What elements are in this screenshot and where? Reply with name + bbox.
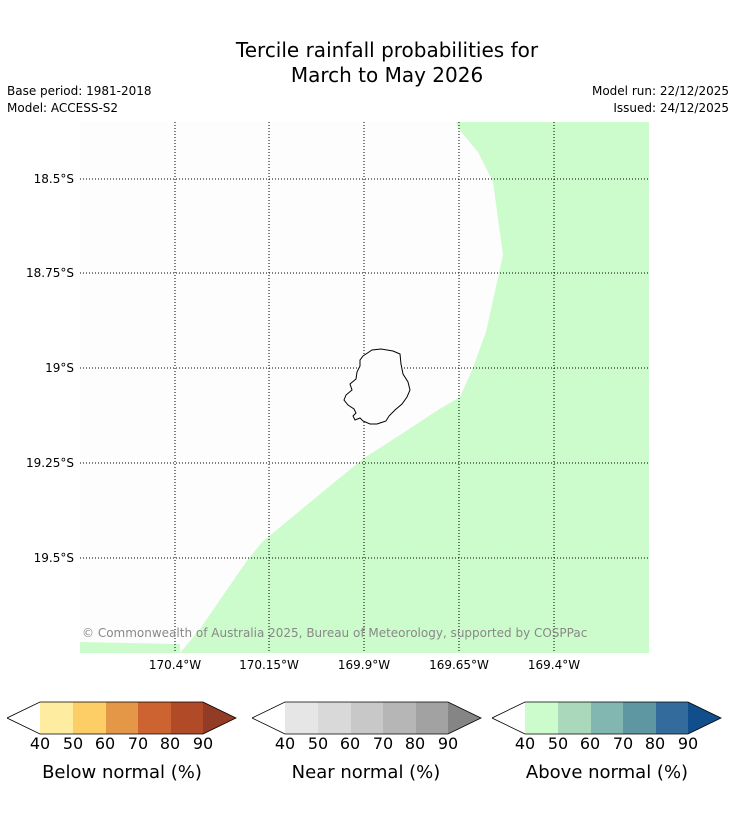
chart-title: Tercile rainfall probabilities for March… [0,38,736,88]
lat-label-19-25: 19.25°S [26,456,74,470]
lon-label-169-65: 169.65°W [429,658,489,672]
tick-70: 70 [127,734,149,753]
colorbar-swatch [351,702,383,734]
lat-label-18-5: 18.5°S [33,172,74,186]
tick-50: 50 [547,734,569,753]
lon-label-170-4: 170.4°W [148,658,202,672]
tick-40: 40 [514,734,536,753]
tick-90: 90 [437,734,459,753]
colorbar-swatch [656,702,688,734]
colorbar-swatch [252,702,285,734]
meta-right: Model run: 22/12/2025 Issued: 24/12/2025 [592,83,729,117]
legend-above-normal: 40 50 60 70 80 90 Above normal (%) [492,700,722,800]
colorbar-swatch [138,702,171,734]
meta-left: Base period: 1981-2018 Model: ACCESS-S2 [7,83,152,117]
tick-80: 80 [404,734,426,753]
model-run: Model run: 22/12/2025 [591,84,729,98]
colorbar-outline [492,701,722,735]
tick-40: 40 [29,734,51,753]
lon-label-170-15: 170.15°W [239,658,299,672]
map-panel: © Commonwealth of Australia 2025, Bureau… [80,122,649,653]
colorbar-swatch [525,702,558,734]
tick-60: 60 [339,734,361,753]
issued-date: Issued: 24/12/2025 [613,101,729,115]
tick-70: 70 [372,734,394,753]
colorbar-swatch [623,702,656,734]
colorbar-swatch [171,702,203,734]
colorbar-outline [7,701,237,735]
colorbar-swatch [73,702,106,734]
tick-60: 60 [579,734,601,753]
colorbar-swatch [558,702,591,734]
legend-near-normal: 40 50 60 70 80 90 Near normal (%) [252,700,482,800]
colorbar-swatch [383,702,416,734]
colorbar-outline [252,701,482,735]
tick-80: 80 [644,734,666,753]
lon-label-169-4: 169.4°W [527,658,581,672]
tick-90: 90 [677,734,699,753]
copyright-notice: © Commonwealth of Australia 2025, Bureau… [82,626,588,640]
colorbar-swatch [40,702,73,734]
tick-90: 90 [192,734,214,753]
legend-below-normal: 40 50 60 70 80 90 Below normal (%) [7,700,237,800]
above-normal-shaded-area [80,122,649,653]
colorbar-swatch [203,702,236,734]
tick-80: 80 [159,734,181,753]
legend-label-near: Near normal (%) [291,762,441,783]
tick-50: 50 [62,734,84,753]
title-line-2: March to May 2026 [290,63,484,87]
colorbar-swatch [7,702,40,734]
tick-60: 60 [94,734,116,753]
colorbar-below-normal [7,701,237,735]
colorbar-swatch [448,702,481,734]
tick-50: 50 [307,734,329,753]
model-name: Model: ACCESS-S2 [7,101,119,115]
tick-70: 70 [612,734,634,753]
tick-40: 40 [274,734,296,753]
island-outline [343,348,411,425]
lat-label-19-5: 19.5°S [33,551,74,565]
title-line-1: Tercile rainfall probabilities for [235,38,539,62]
graticule [80,122,649,653]
colorbar-swatch [318,702,351,734]
lon-label-169-9: 169.9°W [337,658,391,672]
colorbar-near-normal [252,701,482,735]
lat-label-18-75: 18.75°S [26,266,74,280]
legend-label-below: Below normal (%) [42,762,202,783]
colorbar-swatch [106,702,138,734]
legend-label-above: Above normal (%) [525,762,689,783]
lat-label-19: 19°S [45,361,74,375]
colorbar-swatch [591,702,623,734]
colorbar-swatch [416,702,448,734]
map-canvas [80,122,649,653]
colorbar-swatch [492,702,525,734]
colorbar-above-normal [492,701,722,735]
base-period: Base period: 1981-2018 [7,84,152,98]
colorbar-swatch [688,702,721,734]
colorbar-swatch [285,702,318,734]
